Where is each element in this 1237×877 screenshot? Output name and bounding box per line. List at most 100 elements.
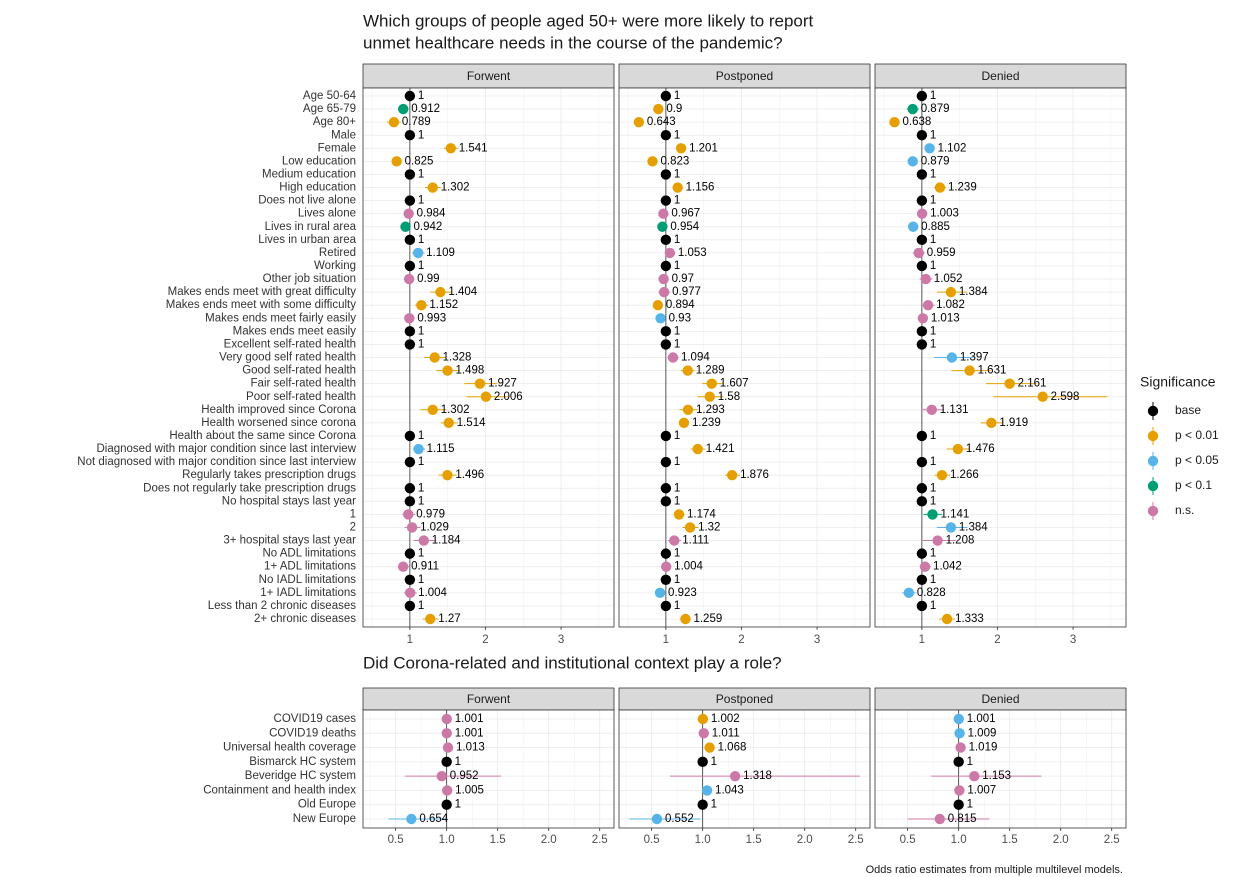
category-label: 3+ hospital stays last year: [223, 535, 356, 547]
x-tick-label: 2: [482, 634, 488, 646]
point: [916, 574, 928, 585]
value-label: 1.333: [955, 613, 984, 625]
chart-title: unmet healthcare needs in the course of …: [363, 33, 783, 52]
point: [667, 352, 679, 363]
category-label: Diagnosed with major condition since las…: [96, 443, 356, 455]
point: [406, 522, 418, 533]
value-label: 1: [418, 325, 424, 337]
value-label: 1: [930, 168, 936, 180]
point: [404, 260, 416, 272]
x-tick-label: 1: [663, 634, 669, 646]
point: [945, 286, 957, 298]
panel-border: [362, 709, 615, 829]
caption: Odds ratio estimates from multiple multi…: [866, 864, 1123, 876]
value-label: 1.111: [682, 535, 709, 547]
point: [633, 116, 645, 128]
point: [416, 300, 427, 311]
point: [922, 300, 934, 311]
legend-label: p < 0.1: [1175, 478, 1212, 492]
point: [704, 391, 715, 402]
value-label: 0.815: [948, 813, 977, 825]
value-label: 0.952: [450, 770, 479, 782]
strip: [618, 63, 871, 89]
point: [404, 195, 416, 206]
value-label: 1.919: [999, 417, 1028, 429]
value-label: 0.825: [405, 155, 434, 167]
category-label: 1+ ADL limitations: [264, 561, 356, 573]
value-label: 1: [455, 756, 461, 768]
value-label: 1: [674, 338, 680, 350]
category-label: Health about the same since Corona: [169, 430, 356, 442]
legend-title: Significance: [1140, 374, 1216, 390]
point: [412, 247, 424, 259]
category-label: Containment and health index: [203, 784, 356, 796]
x-tick-label: 2.0: [541, 834, 557, 846]
value-label: 1: [418, 338, 424, 350]
point: [919, 561, 931, 572]
category-label: Does not live alone: [258, 195, 356, 207]
value-label: 1.927: [488, 378, 517, 390]
point: [916, 260, 928, 272]
point: [916, 430, 928, 442]
value-label: 1: [418, 234, 424, 246]
point: [388, 116, 400, 128]
value-label: 0.638: [903, 116, 932, 128]
point: [1037, 391, 1048, 402]
value-label: 1: [711, 756, 717, 768]
point: [397, 561, 409, 572]
value-label: 1: [418, 574, 424, 586]
point: [404, 313, 415, 324]
value-label: 1.001: [455, 713, 484, 725]
value-label: 2.006: [494, 391, 523, 403]
point: [913, 247, 924, 259]
legend-key: [1147, 480, 1159, 492]
category-label: Fair self-rated health: [251, 378, 356, 390]
x-tick-label: 1.5: [746, 834, 762, 846]
chart-title: Did Corona-related and institutional con…: [363, 653, 782, 672]
x-tick-label: 0.5: [388, 834, 404, 846]
value-label: 0.97: [672, 273, 694, 285]
point: [660, 561, 672, 572]
value-label: 1.029: [420, 522, 449, 534]
value-label: 0.993: [417, 312, 446, 324]
value-label: 1: [674, 482, 680, 494]
strip-label: Denied: [981, 69, 1019, 83]
value-label: 2.598: [1051, 391, 1080, 403]
value-label: 0.654: [419, 813, 448, 825]
category-label: Medium education: [262, 168, 356, 180]
value-label: 1.302: [441, 404, 470, 416]
point: [669, 535, 680, 546]
category-label: No ADL limitations: [262, 548, 356, 560]
category-label: Age 80+: [313, 116, 356, 128]
point: [678, 417, 690, 429]
value-label: 1: [418, 548, 424, 560]
x-tick-label: 1.5: [1002, 834, 1018, 846]
category-label: Does not regularly take prescription dru…: [143, 482, 356, 494]
point: [680, 613, 691, 625]
point: [682, 365, 693, 376]
panel-border: [362, 87, 615, 628]
point: [403, 509, 414, 520]
value-label: 1.184: [432, 535, 461, 547]
point: [697, 799, 708, 810]
category-label: Regularly takes prescription drugs: [182, 469, 356, 481]
value-label: 1: [930, 338, 936, 350]
value-label: 1.053: [678, 247, 707, 259]
value-label: 1: [930, 90, 936, 102]
point: [655, 313, 666, 324]
category-label: COVID19 deaths: [269, 727, 356, 739]
point: [916, 548, 928, 559]
point: [964, 365, 975, 376]
value-label: 0.977: [672, 286, 701, 298]
value-label: 2.161: [1018, 378, 1047, 390]
value-label: 1: [418, 495, 424, 507]
point: [660, 130, 672, 141]
point: [986, 417, 997, 429]
value-label: 0.93: [669, 312, 691, 324]
value-label: 0.789: [402, 116, 431, 128]
category-label: Retired: [319, 247, 356, 259]
value-label: 0.911: [411, 561, 439, 573]
category-label: Universal health coverage: [223, 742, 356, 754]
value-label: 1.476: [966, 443, 995, 455]
value-label: 1: [674, 260, 680, 272]
